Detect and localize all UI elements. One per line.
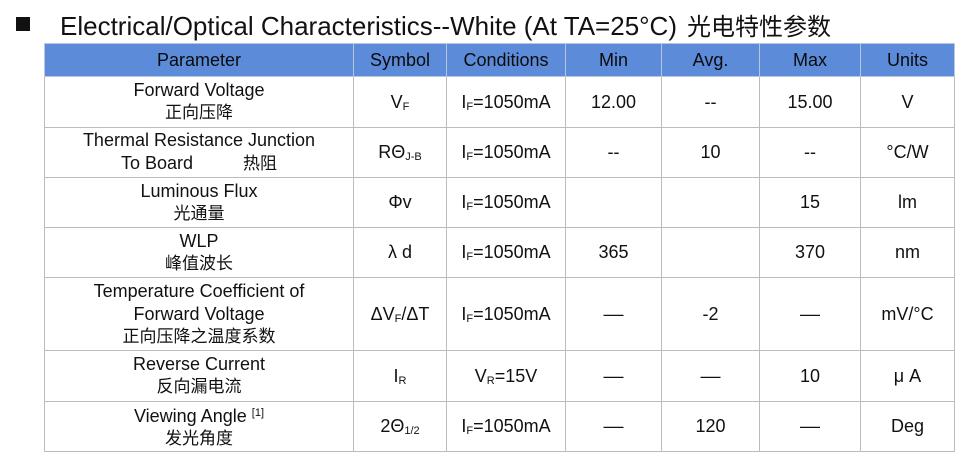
unit-cell: μ A [860,350,955,402]
conditions-cell: IF=1050mA [446,177,566,228]
table-row: WLP 峰值波长 λ d IF=1050mA 365 370 nm [44,227,955,278]
symbol-cell: IR [353,350,447,402]
table-row: Viewing Angle [1] 发光角度 2Θ1/2 IF=1050mA –… [44,401,955,452]
avg-cell: –– [661,350,760,402]
header-parameter: Parameter [44,43,354,77]
conditions-cell: IF=1050mA [446,227,566,278]
avg-cell: -2 [661,277,760,351]
max-cell: 15 [759,177,861,228]
avg-cell: 10 [661,127,760,178]
conditions-cell: IF=1050mA [446,76,566,128]
table-row: Reverse Current 反向漏电流 IR VR=15V –– –– 10… [44,350,955,402]
param-cell: Temperature Coefficient of Forward Volta… [44,277,354,351]
characteristics-table: Parameter Symbol Conditions Min Avg. Max… [44,43,955,452]
max-cell: -- [759,127,861,178]
header-units: Units [860,43,955,77]
avg-cell [661,177,760,228]
min-cell: 12.00 [565,76,662,128]
table-row: Luminous Flux 光通量 Φv IF=1050mA 15 lm [44,177,955,228]
conditions-cell: IF=1050mA [446,127,566,178]
min-cell: –– [565,350,662,402]
param-cell: WLP 峰值波长 [44,227,354,278]
unit-cell: Deg [860,401,955,452]
min-cell: –– [565,401,662,452]
page-title-cn: 光电特性参数 [686,12,831,41]
param-cell: Forward Voltage 正向压降 [44,76,354,128]
avg-cell [661,227,760,278]
symbol-cell: VF [353,76,447,128]
max-cell: 15.00 [759,76,861,128]
param-cell: Viewing Angle [1] 发光角度 [44,401,354,452]
conditions-cell: IF=1050mA [446,277,566,351]
conditions-cell: VR=15V [446,350,566,402]
max-cell: –– [759,277,861,351]
header-max: Max [759,43,861,77]
max-cell: 10 [759,350,861,402]
symbol-cell: RΘJ-B [353,127,447,178]
min-cell: -- [565,127,662,178]
table-row: Temperature Coefficient of Forward Volta… [44,277,955,351]
min-cell: 365 [565,227,662,278]
unit-cell: nm [860,227,955,278]
unit-cell: °C/W [860,127,955,178]
header-conditions: Conditions [446,43,566,77]
unit-cell: mV/°C [860,277,955,351]
unit-cell: lm [860,177,955,228]
symbol-cell: Φv [353,177,447,228]
header-min: Min [565,43,662,77]
max-cell: 370 [759,227,861,278]
square-bullet-icon [16,17,30,31]
table-row: Forward Voltage 正向压降 VF IF=1050mA 12.00 … [44,76,955,128]
table-header-row: Parameter Symbol Conditions Min Avg. Max… [44,43,955,77]
symbol-cell: 2Θ1/2 [353,401,447,452]
header-symbol: Symbol [353,43,447,77]
avg-cell: -- [661,76,760,128]
max-cell: –– [759,401,861,452]
param-cell: Reverse Current 反向漏电流 [44,350,354,402]
symbol-cell: ΔVF/ΔT [353,277,447,351]
header-avg: Avg. [661,43,760,77]
param-cell: Luminous Flux 光通量 [44,177,354,228]
heading: Electrical/Optical Characteristics--Whit… [14,6,831,42]
min-cell: –– [565,277,662,351]
table-row: Thermal Resistance Junction To Board 热阻 R… [44,127,955,178]
param-cell: Thermal Resistance Junction To Board 热阻 [44,127,354,178]
min-cell [565,177,662,228]
page-title: Electrical/Optical Characteristics--Whit… [60,10,831,41]
avg-cell: 120 [661,401,760,452]
unit-cell: V [860,76,955,128]
conditions-cell: IF=1050mA [446,401,566,452]
symbol-cell: λ d [353,227,447,278]
